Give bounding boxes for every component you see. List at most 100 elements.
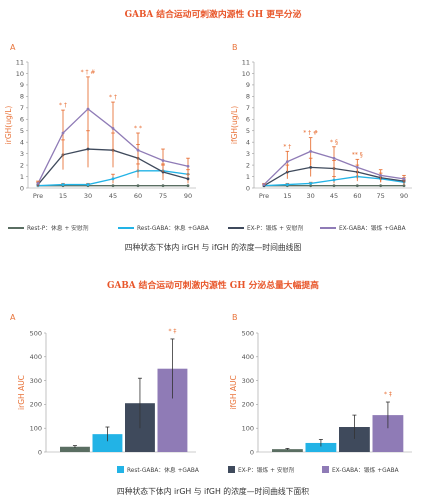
y-tick-label: 1 <box>20 173 24 181</box>
x-tick-label: 15 <box>283 192 291 200</box>
y-tick-label: 10 <box>16 70 24 78</box>
y-tick-label: 500 <box>242 329 254 337</box>
chart-4: B 0 100 200 300 400 500 ifGH AUC * ‡ <box>229 313 412 456</box>
y-tick-label: 2 <box>246 161 250 169</box>
bar-rest-p <box>272 449 303 452</box>
data-point-rest_gaba <box>61 183 65 186</box>
x-tick-label: 60 <box>353 192 361 200</box>
data-point-rest_p <box>161 184 165 188</box>
y-tick-label: 10 <box>242 70 250 78</box>
data-point-ex_gaba <box>262 183 266 186</box>
significance-mark: * † # <box>81 69 96 76</box>
legend-bottom: Rest-GABA：休息 +GABA EX-P：锻炼 + 安慰剂 EX-GABA… <box>117 466 399 474</box>
y-tick-label: 2 <box>20 161 24 169</box>
data-point-ex_gaba <box>61 131 65 135</box>
data-point-rest_p <box>402 184 406 188</box>
x-tick-label: 15 <box>59 192 67 200</box>
y-tick-label: 0 <box>38 448 42 456</box>
legend-swatch-rest-gaba-bar <box>117 466 124 473</box>
x-tick-label: 90 <box>400 192 408 200</box>
x-tick-label: 30 <box>84 192 92 200</box>
x-tick-label: 90 <box>184 192 192 200</box>
data-point-rest_gaba <box>86 183 90 186</box>
y-tick-label: 5 <box>246 127 250 135</box>
x-tick-label: 75 <box>377 192 385 200</box>
significance-mark: * † <box>283 143 291 150</box>
data-point-ex_p <box>186 177 190 181</box>
data-point-rest_p <box>309 184 313 188</box>
y-tick-label: 7 <box>246 104 250 112</box>
y-tick-label: 300 <box>30 377 42 385</box>
legend-ex-gaba-bar: EX-GABA：锻炼 +GABA <box>332 466 399 474</box>
significance-mark: * † <box>109 94 117 101</box>
significance-mark: * § <box>330 139 338 146</box>
significance-mark: * † <box>59 102 67 109</box>
y-tick-label: 11 <box>16 58 24 66</box>
y-tick-label: 0 <box>250 448 254 456</box>
x-tick-label: 30 <box>307 192 315 200</box>
legend-rest-p: Rest-P：休息 + 安慰剂 <box>27 224 89 232</box>
data-point-ex_gaba <box>379 174 383 177</box>
data-point-ex_p <box>86 147 90 151</box>
y-tick-label: 1 <box>246 173 250 181</box>
legend-ex-gaba: EX-GABA：锻炼 +GABA <box>339 224 406 232</box>
data-point-ex_gaba <box>309 149 313 153</box>
data-point-rest_gaba <box>285 183 289 186</box>
data-point-ex_gaba <box>136 148 140 152</box>
data-point-ex_gaba <box>161 159 165 162</box>
y-tick-label: 6 <box>246 116 250 124</box>
y-tick-label: 400 <box>242 353 254 361</box>
data-point-rest_p <box>111 184 115 188</box>
y-tick-label: 9 <box>20 81 24 89</box>
y-tick-label: 4 <box>20 138 24 146</box>
y-tick-label: 8 <box>246 93 250 101</box>
y-tick-label: 500 <box>30 329 42 337</box>
data-point-rest_p <box>136 184 140 188</box>
legend-swatch-ex-p-bar <box>228 466 235 473</box>
y-tick-label: 0 <box>20 184 24 192</box>
legend-rest-gaba-bar: Rest-GABA：休息 +GABA <box>127 466 199 474</box>
data-point-rest_p <box>355 184 359 188</box>
y-tick-label: 100 <box>242 425 254 433</box>
y-tick-label: 6 <box>20 116 24 124</box>
y-tick-label: 9 <box>246 81 250 89</box>
y-axis-label: irGH AUC <box>17 375 26 410</box>
bar-rest-gaba <box>92 434 123 452</box>
data-point-ex_gaba <box>111 127 115 130</box>
x-tick-label: 45 <box>330 192 338 200</box>
y-axis-label: ifGH(ug/L) <box>230 106 239 144</box>
data-point-rest_gaba <box>111 177 115 181</box>
x-tick-label: 75 <box>159 192 167 200</box>
data-point-rest_p <box>379 184 383 188</box>
significance-mark: * ‡ <box>384 391 392 398</box>
data-point-rest_p <box>332 184 336 188</box>
y-tick-label: 200 <box>242 401 254 409</box>
x-tick-label: 45 <box>109 192 117 200</box>
y-tick-label: 4 <box>246 138 250 146</box>
legend-swatch-ex-gaba-bar <box>322 466 329 473</box>
data-point-rest_gaba <box>332 178 336 182</box>
section1-title: GABA 结合运动可刺激内源性 GH 更早分泌 <box>125 8 302 20</box>
y-tick-label: 3 <box>246 150 250 158</box>
y-tick-label: 400 <box>30 353 42 361</box>
data-point-ex_gaba <box>36 182 40 185</box>
y-tick-label: 8 <box>20 93 24 101</box>
y-tick-label: 7 <box>20 104 24 112</box>
data-point-ex_p <box>285 170 289 174</box>
significance-mark: ** § <box>352 151 363 158</box>
y-tick-label: 11 <box>242 58 250 66</box>
data-point-ex_p <box>161 170 165 174</box>
bar-rest-gaba <box>305 442 337 452</box>
panel-label: B <box>232 43 238 52</box>
caption2: 四种状态下体内 irGH 与 ifGH 的浓度—时间曲线下面积 <box>117 486 309 496</box>
data-point-rest_gaba <box>309 182 313 185</box>
panel-label: B <box>232 313 238 322</box>
significance-mark: * ‡ <box>168 328 176 335</box>
x-tick-label: Pre <box>259 192 269 200</box>
section2-title: GABA 结合运动可刺激内源性 GH 分泌总量大幅提高 <box>107 279 319 291</box>
y-tick-label: 0 <box>246 184 250 192</box>
